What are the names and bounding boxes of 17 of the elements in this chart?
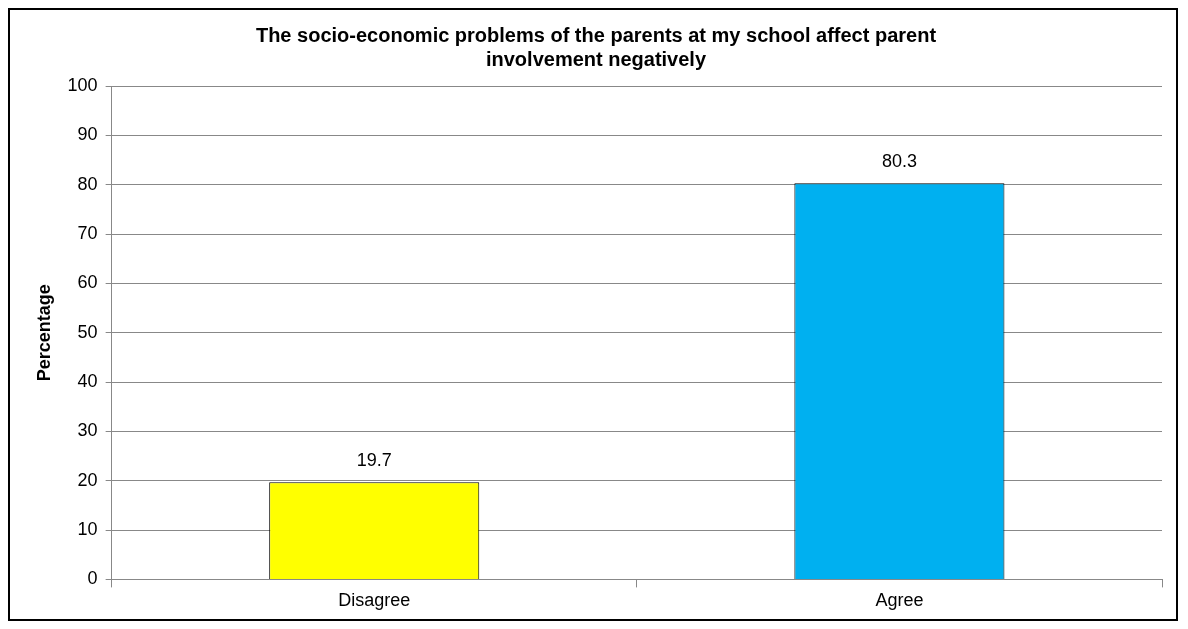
y-tick-label: 0 — [87, 568, 98, 589]
y-tick-label: 50 — [77, 321, 98, 342]
y-tick-label: 40 — [77, 371, 98, 392]
x-tick-label: Agree — [875, 590, 924, 611]
y-tick-label: 60 — [77, 272, 98, 293]
x-tick-label: Disagree — [338, 590, 411, 611]
y-tick-label: 70 — [77, 222, 98, 243]
data-label: 80.3 — [881, 151, 917, 172]
data-label: 19.7 — [356, 450, 392, 471]
chart-title: The socio-economic problems of the parents at my school affect parent involvement negatively — [255, 23, 937, 70]
y-tick-label: 100 — [67, 74, 98, 95]
y-tick-label: 90 — [77, 124, 98, 145]
y-tick-label: 30 — [77, 420, 98, 441]
y-tick-label: 80 — [77, 173, 98, 194]
y-axis-title: Percentage — [33, 284, 54, 382]
y-tick-label: 10 — [77, 519, 98, 540]
y-tick-label: 20 — [77, 469, 98, 490]
